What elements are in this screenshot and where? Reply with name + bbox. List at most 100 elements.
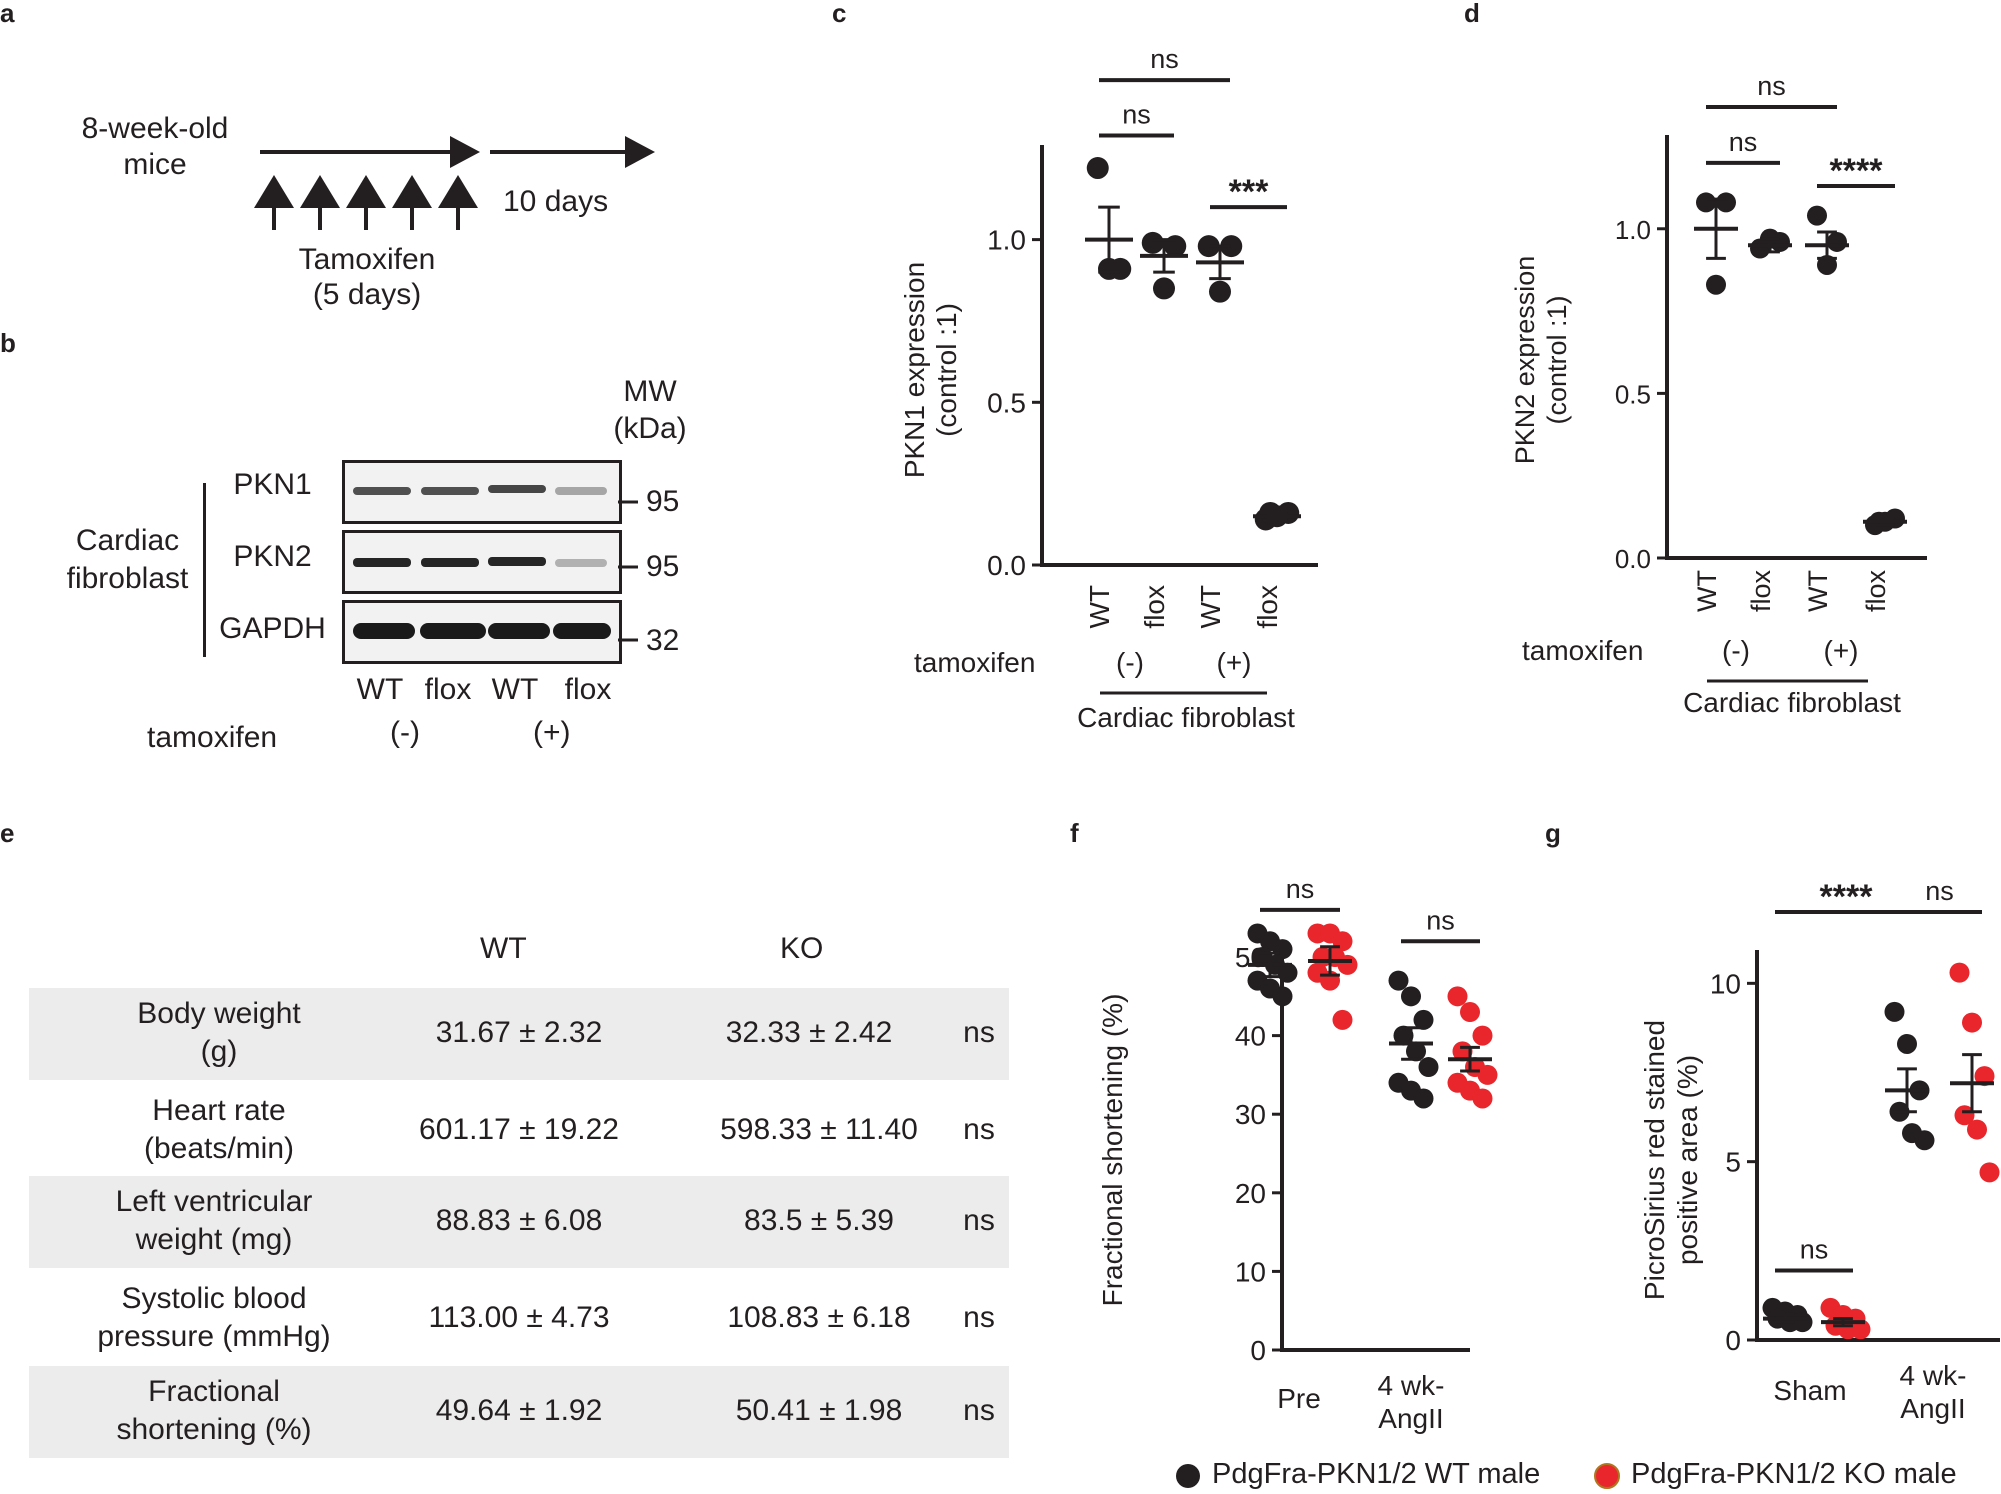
mice-label-line1: 8-week-old xyxy=(81,112,229,145)
table-header-ko: KO xyxy=(780,932,824,965)
tamoxifen-injection-arrows xyxy=(254,175,478,230)
chart-d-cat-2: flox xyxy=(1746,570,1776,613)
row-significance: ns xyxy=(963,1016,995,1049)
mw-label-line2: (kDa) xyxy=(613,412,687,445)
row-significance: ns xyxy=(963,1113,995,1146)
chart-d-ytick-label: 0.0 xyxy=(1615,544,1651,574)
blot-pkn1 xyxy=(342,460,622,524)
chart-d: 0.0 0.5 1.0 ns ns **** PKN2 expression (cont… xyxy=(1510,71,1927,718)
mw-pkn2: 95 xyxy=(646,550,680,583)
chart-d-sig-label: ns xyxy=(1757,71,1786,101)
chart-d-cat-1: WT xyxy=(1692,570,1722,612)
chart-d-ytick-label: 1.0 xyxy=(1615,215,1651,245)
chart-c-ytick-label: 1.0 xyxy=(987,225,1026,256)
lane-label-1: WT xyxy=(356,673,404,706)
blot-gapdh xyxy=(342,600,622,664)
legend-wt-label: PdgFra-PKN1/2 WT male xyxy=(1212,1458,1541,1490)
chart-f-group-2-line2: AngII xyxy=(1378,1403,1443,1434)
chart-c: 0.0 0.5 1.0 ns ns *** PKN1 expression (contr… xyxy=(899,44,1318,733)
blot-tamoxifen-plus: (+) xyxy=(533,716,571,749)
chart-g-point xyxy=(1897,1033,1917,1054)
chart-f-point xyxy=(1472,1025,1493,1046)
row-label-line2: pressure (mmHg) xyxy=(97,1320,331,1353)
blot-tamoxifen-minus: (-) xyxy=(390,716,420,749)
chart-c-point xyxy=(1109,257,1132,280)
chart-g-ytick-label: 0 xyxy=(1725,1325,1741,1356)
chart-f-point xyxy=(1447,986,1468,1007)
chart-d-ylabel: PKN2 expression xyxy=(1510,256,1540,465)
chart-d-point xyxy=(1716,192,1736,213)
legend-ko-label: PdgFra-PKN1/2 KO male xyxy=(1631,1458,1957,1490)
mw-pkn1: 95 xyxy=(646,485,680,518)
table-header-wt: WT xyxy=(480,932,527,965)
chart-c-sig-label: ns xyxy=(1122,99,1151,129)
chart-f-ytick-label: 30 xyxy=(1235,1099,1266,1130)
chart-g: 0 5 10 **** ns ns PicroSirius red stained po… xyxy=(1639,876,2000,1424)
chart-d-group-plus: (+) xyxy=(1824,635,1859,666)
cell-type-bracket xyxy=(203,483,206,657)
chart-d-cat-3: WT xyxy=(1803,570,1833,612)
chart-g-point xyxy=(1949,962,1970,983)
chart-c-cat-4: flox xyxy=(1252,585,1283,629)
chart-d-group-minus: (-) xyxy=(1722,635,1750,666)
chart-g-sig-label: ns xyxy=(1800,1234,1829,1264)
band-gapdh-lane3 xyxy=(488,623,550,639)
lane-label-4: flox xyxy=(564,673,612,706)
band-pkn1-lane3 xyxy=(488,485,546,493)
chart-f-ylabel: Fractional shortening (%) xyxy=(1097,994,1128,1307)
chart-g-ytick-label: 10 xyxy=(1710,968,1741,999)
panel-label-g: g xyxy=(1545,818,1561,848)
chart-g-sig-label: **** xyxy=(1820,878,1874,916)
lane-label-3: WT xyxy=(491,673,539,706)
tamoxifen-label-line1: Tamoxifen xyxy=(298,243,436,276)
chart-c-sig-label: *** xyxy=(1229,173,1269,211)
chart-f-group-2-line1: 4 wk- xyxy=(1378,1370,1445,1401)
chart-g-point xyxy=(1962,1012,1982,1033)
row-wt-value: 31.67 ± 2.32 xyxy=(435,1016,603,1049)
chart-d-caption: Cardiac fibroblast xyxy=(1683,687,1901,718)
panel-label-c: c xyxy=(832,0,847,28)
row-ko-value: 83.5 ± 5.39 xyxy=(744,1204,894,1237)
chart-f-ytick-label: 20 xyxy=(1235,1178,1266,1209)
chart-f-point xyxy=(1337,954,1358,975)
chart-f-point xyxy=(1413,1009,1434,1030)
chart-f-sig-label: ns xyxy=(1286,874,1315,904)
chart-f-point xyxy=(1477,1064,1498,1085)
row-wt-value: 88.83 ± 6.08 xyxy=(435,1204,603,1237)
table-row: Left ventricular weight (mg) 88.83 ± 6.0… xyxy=(29,1176,1009,1268)
band-pkn1-lane4 xyxy=(555,487,607,495)
chart-f-sig-label: **** xyxy=(1314,850,1368,851)
table-row: Body weight (g) 31.67 ± 2.32 32.33 ± 2.4… xyxy=(29,988,1009,1080)
row-ko-value: 108.83 ± 6.18 xyxy=(727,1301,911,1334)
row-label-line2: shortening (%) xyxy=(116,1413,312,1446)
legend-wt-marker xyxy=(1176,1464,1200,1488)
chart-c-point xyxy=(1086,157,1109,180)
chart-f-point xyxy=(1418,1057,1439,1078)
chart-c-ylabel2: (control :1) xyxy=(931,303,962,437)
chart-d-ylabel2: (control :1) xyxy=(1542,295,1572,424)
chart-g-point xyxy=(1914,1130,1935,1151)
chart-g-point xyxy=(1884,1001,1905,1022)
chart-c-group-minus: (-) xyxy=(1116,647,1144,678)
chart-c-point xyxy=(1209,280,1231,303)
mw-label-line1: MW xyxy=(623,375,677,408)
chart-c-group-plus: (+) xyxy=(1217,647,1252,678)
chart-g-group-2-line1: 4 wk- xyxy=(1900,1360,1967,1391)
cell-type-line2: fibroblast xyxy=(66,562,189,595)
chart-d-ytick-label: 0.5 xyxy=(1615,379,1651,409)
chart-f-ytick-label: 10 xyxy=(1235,1256,1266,1287)
chart-d-cat-4: flox xyxy=(1861,570,1891,613)
band-gapdh-lane1 xyxy=(353,623,415,639)
band-pkn2-lane4 xyxy=(555,559,607,567)
band-pkn2-lane3 xyxy=(488,557,546,566)
row-label-line1: Heart rate xyxy=(152,1094,286,1127)
blot-pkn2 xyxy=(342,530,622,594)
row-label-line2: (beats/min) xyxy=(143,1132,295,1165)
chart-f-point xyxy=(1332,1009,1353,1030)
chart-g-point xyxy=(1967,1119,1987,1140)
chart-g-point xyxy=(1792,1312,1813,1333)
chart-d-point xyxy=(1817,254,1837,275)
chart-c-caption: Cardiac fibroblast xyxy=(1077,702,1295,733)
chart-c-cat-1: WT xyxy=(1084,585,1115,629)
row-label-line1: Systolic blood xyxy=(121,1282,307,1315)
